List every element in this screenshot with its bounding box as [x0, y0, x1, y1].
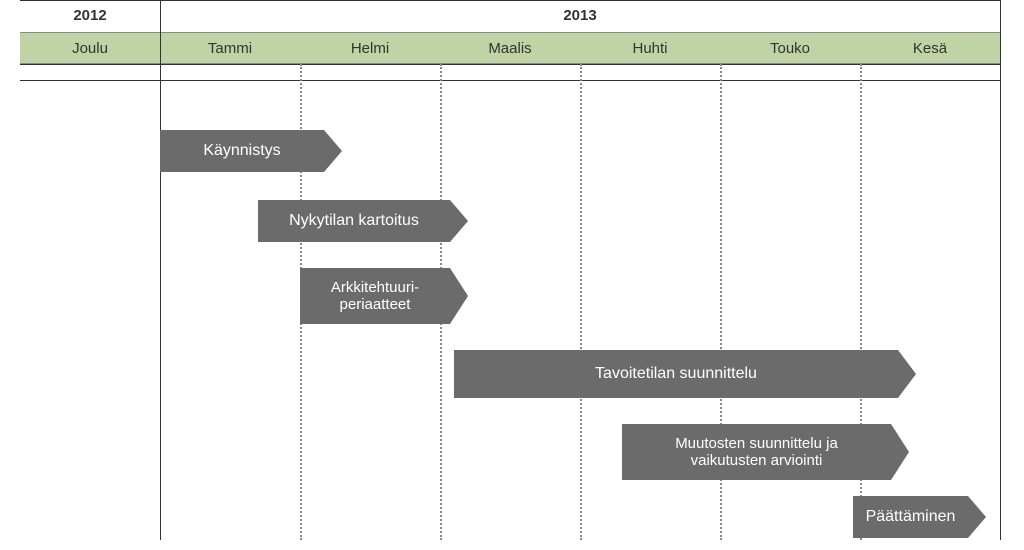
solid-divider-col-1	[160, 0, 161, 540]
month-header-row: JouluTammiHelmiMaalisHuhtiToukoKesä	[20, 32, 1000, 64]
month-header-helmi: Helmi	[300, 32, 440, 64]
month-header-kesä: Kesä	[860, 32, 1000, 64]
month-header-joulu: Joulu	[20, 32, 160, 64]
gantt-chart: 20122013 JouluTammiHelmiMaalisHuhtiTouko…	[20, 0, 1024, 540]
gantt-bar-kaynnistys: Käynnistys	[160, 130, 324, 172]
month-header-touko: Touko	[720, 32, 860, 64]
gantt-bar-muutokset: Muutosten suunnittelu ja vaikutusten arv…	[622, 424, 891, 480]
header-border-bottom	[20, 64, 1000, 65]
month-header-maalis: Maalis	[440, 32, 580, 64]
year-header-2013: 2013	[160, 0, 1000, 32]
dotted-divider-col-4	[580, 64, 582, 540]
gantt-bar-paattaminen: Päättäminen	[853, 496, 968, 538]
year-header-2012: 2012	[20, 0, 160, 32]
axis-baseline	[20, 80, 1000, 81]
gantt-bar-arkkitehtuuri: Arkkitehtuuri- periaatteet	[300, 268, 450, 324]
gantt-bar-tavoitetila: Tavoitetilan suunnittelu	[454, 350, 898, 398]
month-header-huhti: Huhti	[580, 32, 720, 64]
year-header-row: 20122013	[20, 0, 1000, 32]
month-header-tammi: Tammi	[160, 32, 300, 64]
solid-divider-col-7	[1000, 0, 1001, 540]
gantt-bar-nykytila: Nykytilan kartoitus	[258, 200, 450, 242]
